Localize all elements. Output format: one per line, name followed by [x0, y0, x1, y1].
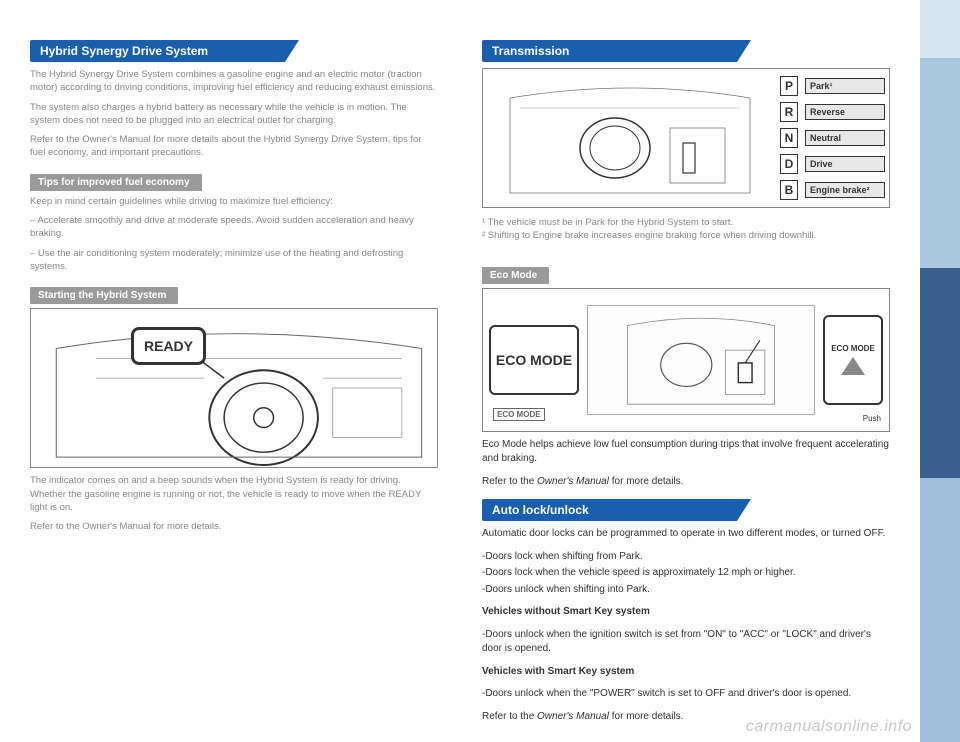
- tips-header: Tips for improved fuel economy: [30, 174, 202, 191]
- side-tabs: [920, 0, 960, 742]
- auto-more: Refer to the Owner's Manual for more det…: [482, 710, 890, 725]
- gear-label-park: Park¹: [805, 78, 885, 94]
- auto-p1: Automatic door locks can be programmed t…: [482, 527, 890, 542]
- auto-header-text: Auto lock/unlock: [492, 503, 589, 517]
- gear-b: B: [780, 180, 798, 200]
- gear-r: R: [780, 102, 798, 122]
- transmission-figure: P R N D B Park¹ Reverse Neutral Drive En…: [482, 68, 890, 208]
- eco-more: Refer to the Owner's Manual for more det…: [482, 475, 890, 490]
- auto-h1: Vehicles without Smart Key system: [482, 605, 890, 620]
- start-figure: READY: [30, 308, 438, 468]
- tips-text-3: – Use the air conditioning system modera…: [30, 247, 438, 274]
- gear-labels: Park¹ Reverse Neutral Drive Engine brake…: [805, 73, 885, 203]
- start-caption: The indicator comes on and a beep sounds…: [30, 474, 438, 514]
- hybrid-intro-2: The system also charges a hybrid battery…: [30, 101, 438, 128]
- gear-label-neutral: Neutral: [805, 130, 885, 146]
- auto-p6: -Doors unlock when the "POWER" switch is…: [482, 687, 890, 702]
- gear-label-brake: Engine brake²: [805, 182, 885, 198]
- tips-text-2: – Accelerate smoothly and drive at moder…: [30, 214, 438, 241]
- hybrid-header: Hybrid Synergy Drive System: [30, 40, 438, 62]
- eco-indicator-icon: ECO MODE: [493, 408, 545, 421]
- tips-text-1: Keep in mind certain guidelines while dr…: [30, 195, 438, 208]
- tab-4[interactable]: [920, 478, 960, 742]
- eco-dash-sketch: [587, 305, 815, 415]
- auto-p5: -Doors unlock when the ignition switch i…: [482, 628, 890, 657]
- auto-p3: -Doors lock when the vehicle speed is ap…: [482, 566, 890, 581]
- eco-button-label: ECO MODE: [831, 344, 875, 353]
- start-header: Starting the Hybrid System: [30, 287, 178, 304]
- auto-h2: Vehicles with Smart Key system: [482, 665, 890, 680]
- page: Hybrid Synergy Drive System The Hybrid S…: [0, 0, 920, 742]
- gear-p: P: [780, 76, 798, 96]
- eco-text: Eco Mode helps achieve low fuel consumpt…: [482, 438, 890, 467]
- dashboard-sketch: [31, 309, 437, 467]
- tab-1[interactable]: [920, 0, 960, 58]
- gear-letters: P R N D B: [779, 73, 799, 203]
- tab-2[interactable]: [920, 58, 960, 268]
- hybrid-intro-3: Refer to the Owner's Manual for more det…: [30, 133, 438, 160]
- eco-button[interactable]: ECO MODE: [823, 315, 883, 405]
- up-arrow-icon: [841, 357, 865, 375]
- transmission-sketch: [487, 73, 773, 203]
- gear-label-reverse: Reverse: [805, 104, 885, 120]
- hybrid-header-text: Hybrid Synergy Drive System: [40, 44, 208, 58]
- eco-header: Eco Mode: [482, 267, 549, 284]
- auto-p4: -Doors unlock when shifting into Park.: [482, 583, 890, 598]
- transmission-note: ¹ The vehicle must be in Park for the Hy…: [482, 216, 890, 243]
- eco-callout: ECO MODE: [489, 325, 579, 395]
- transmission-header-text: Transmission: [492, 44, 569, 58]
- left-column: Hybrid Synergy Drive System The Hybrid S…: [0, 0, 460, 742]
- hybrid-intro-1: The Hybrid Synergy Drive System combines…: [30, 68, 438, 95]
- ready-badge: READY: [131, 327, 206, 365]
- right-column: Transmission P R N D B: [460, 0, 920, 742]
- gear-d: D: [780, 154, 798, 174]
- auto-p2: -Doors lock when shifting from Park.: [482, 550, 890, 565]
- tab-3-active[interactable]: [920, 268, 960, 478]
- push-label: Push: [863, 414, 881, 423]
- start-more: Refer to the Owner's Manual for more det…: [30, 520, 438, 533]
- gear-n: N: [780, 128, 798, 148]
- auto-header: Auto lock/unlock: [482, 499, 890, 521]
- transmission-header: Transmission: [482, 40, 890, 62]
- gear-label-drive: Drive: [805, 156, 885, 172]
- eco-figure: ECO MODE ECO MODE ECO MODE Push: [482, 288, 890, 432]
